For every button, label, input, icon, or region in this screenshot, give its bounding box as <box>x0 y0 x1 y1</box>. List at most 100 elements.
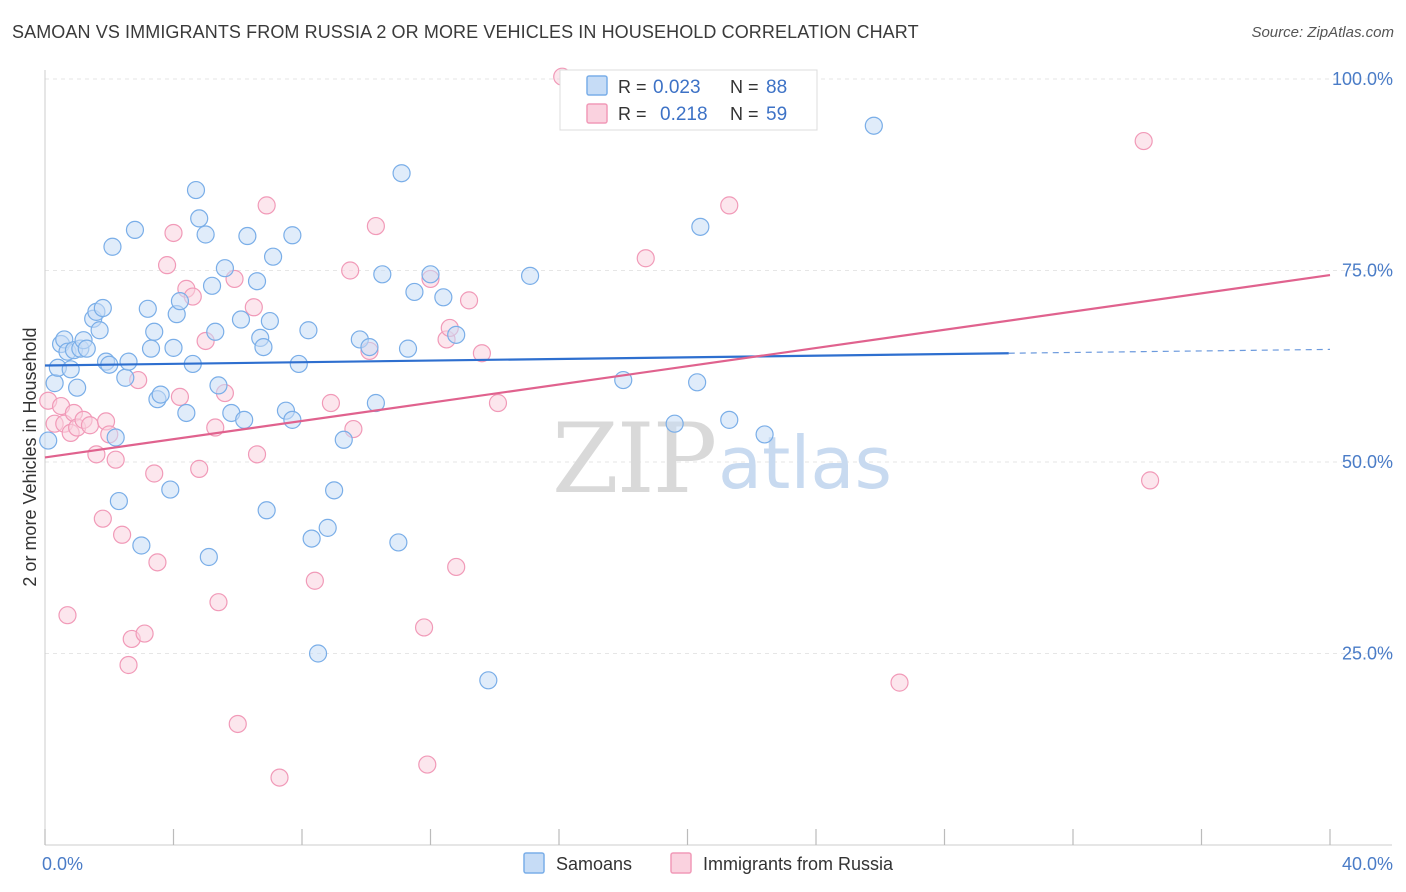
point-russia <box>459 291 479 310</box>
trend-line-samoans-extension <box>1008 348 1331 354</box>
point-samoans <box>334 430 353 449</box>
point-samoans <box>68 378 87 397</box>
point-russia <box>418 755 437 774</box>
point-samoans <box>263 247 283 266</box>
point-russia <box>472 344 491 363</box>
point-samoans <box>199 547 218 567</box>
point-samoans <box>318 518 337 537</box>
y-tick-label: 100.0% <box>1332 69 1393 89</box>
point-russia <box>257 196 276 215</box>
point-samoans <box>61 360 80 379</box>
x-tick-label: 0.0% <box>42 854 83 874</box>
point-samoans <box>132 536 151 555</box>
x-tick-labels: 0.0% 40.0% <box>42 854 1393 874</box>
point-russia <box>321 393 341 413</box>
point-russia <box>93 509 112 528</box>
stats-n-value-samoans: 88 <box>766 77 787 98</box>
point-russia <box>244 298 263 317</box>
trend-line-russia <box>44 274 1331 459</box>
point-samoans <box>479 671 498 690</box>
legend-swatch-samoans <box>523 852 545 874</box>
point-samoans <box>190 209 209 228</box>
point-samoans <box>125 220 145 240</box>
point-samoans <box>308 644 328 663</box>
stats-swatch-samoans <box>586 75 608 96</box>
point-russia <box>890 673 909 692</box>
point-samoans <box>106 428 125 447</box>
stats-n-value-russia: 59 <box>766 104 787 125</box>
legend-label-russia: Immigrants from Russia <box>703 854 894 874</box>
point-samoans <box>864 116 883 135</box>
point-russia <box>164 223 183 243</box>
x-tick-label: 40.0% <box>1342 854 1393 874</box>
point-samoans <box>116 368 135 387</box>
point-samoans <box>161 480 180 499</box>
point-russia <box>145 464 164 483</box>
point-samoans <box>247 272 267 291</box>
gridlines <box>45 78 1392 654</box>
y-tick-label: 75.0% <box>1342 261 1393 281</box>
point-samoans <box>215 259 234 278</box>
point-samoans <box>520 266 540 285</box>
point-russia <box>447 557 466 577</box>
point-samoans <box>206 322 225 341</box>
point-samoans <box>688 373 707 392</box>
point-samoans <box>325 481 344 500</box>
point-russia <box>228 714 247 734</box>
trend-line-samoans <box>44 352 1009 367</box>
point-samoans <box>360 338 379 357</box>
stats-n-label-russia: N = <box>730 104 759 124</box>
point-samoans <box>257 501 276 520</box>
point-russia <box>488 393 508 413</box>
point-samoans <box>373 265 392 284</box>
point-samoans <box>209 376 228 395</box>
point-russia <box>636 249 655 268</box>
point-samoans <box>145 322 164 341</box>
point-samoans <box>398 339 418 358</box>
point-samoans <box>260 311 279 331</box>
point-samoans <box>238 226 257 246</box>
point-russia <box>148 553 167 572</box>
point-samoans <box>299 321 318 340</box>
point-russia <box>305 571 324 590</box>
stats-r-value-russia: 0.218 <box>660 104 708 125</box>
chart-title: SAMOAN VS IMMIGRANTS FROM RUSSIA 2 OR MO… <box>12 22 919 42</box>
point-russia <box>157 256 177 275</box>
point-samoans <box>93 298 112 318</box>
point-samoans <box>39 431 58 450</box>
stats-r-label-russia: R = <box>618 104 647 124</box>
point-samoans <box>392 164 411 183</box>
watermark-atlas: atlas <box>718 421 892 505</box>
point-russia <box>135 624 154 643</box>
point-samoans <box>202 276 222 295</box>
point-samoans <box>254 338 273 357</box>
point-russia <box>209 593 228 612</box>
point-samoans <box>170 292 190 311</box>
point-samoans <box>691 217 710 236</box>
point-samoans <box>235 410 254 429</box>
point-russia <box>247 445 267 464</box>
point-samoans <box>231 310 251 329</box>
point-samoans <box>109 491 128 511</box>
point-samoans <box>421 265 440 284</box>
point-samoans <box>665 414 684 433</box>
point-russia <box>366 216 385 236</box>
point-samoans <box>103 237 122 256</box>
point-russia <box>106 450 125 469</box>
point-russia <box>190 459 209 478</box>
point-russia <box>1134 131 1153 151</box>
point-samoans <box>447 325 466 344</box>
point-russia <box>170 387 190 406</box>
bottom-legend: Samoans Immigrants from Russia <box>523 852 894 874</box>
series-immigrants-from-russia <box>39 67 1160 787</box>
chart-source: Source: ZipAtlas.com <box>1251 24 1394 41</box>
point-samoans <box>164 338 183 357</box>
point-samoans <box>151 385 170 404</box>
point-russia <box>80 416 100 435</box>
trend-lines <box>44 274 1331 459</box>
y-tick-label: 50.0% <box>1342 452 1393 472</box>
stats-swatch-russia <box>586 103 608 124</box>
point-russia <box>58 606 77 625</box>
point-samoans <box>77 339 96 358</box>
